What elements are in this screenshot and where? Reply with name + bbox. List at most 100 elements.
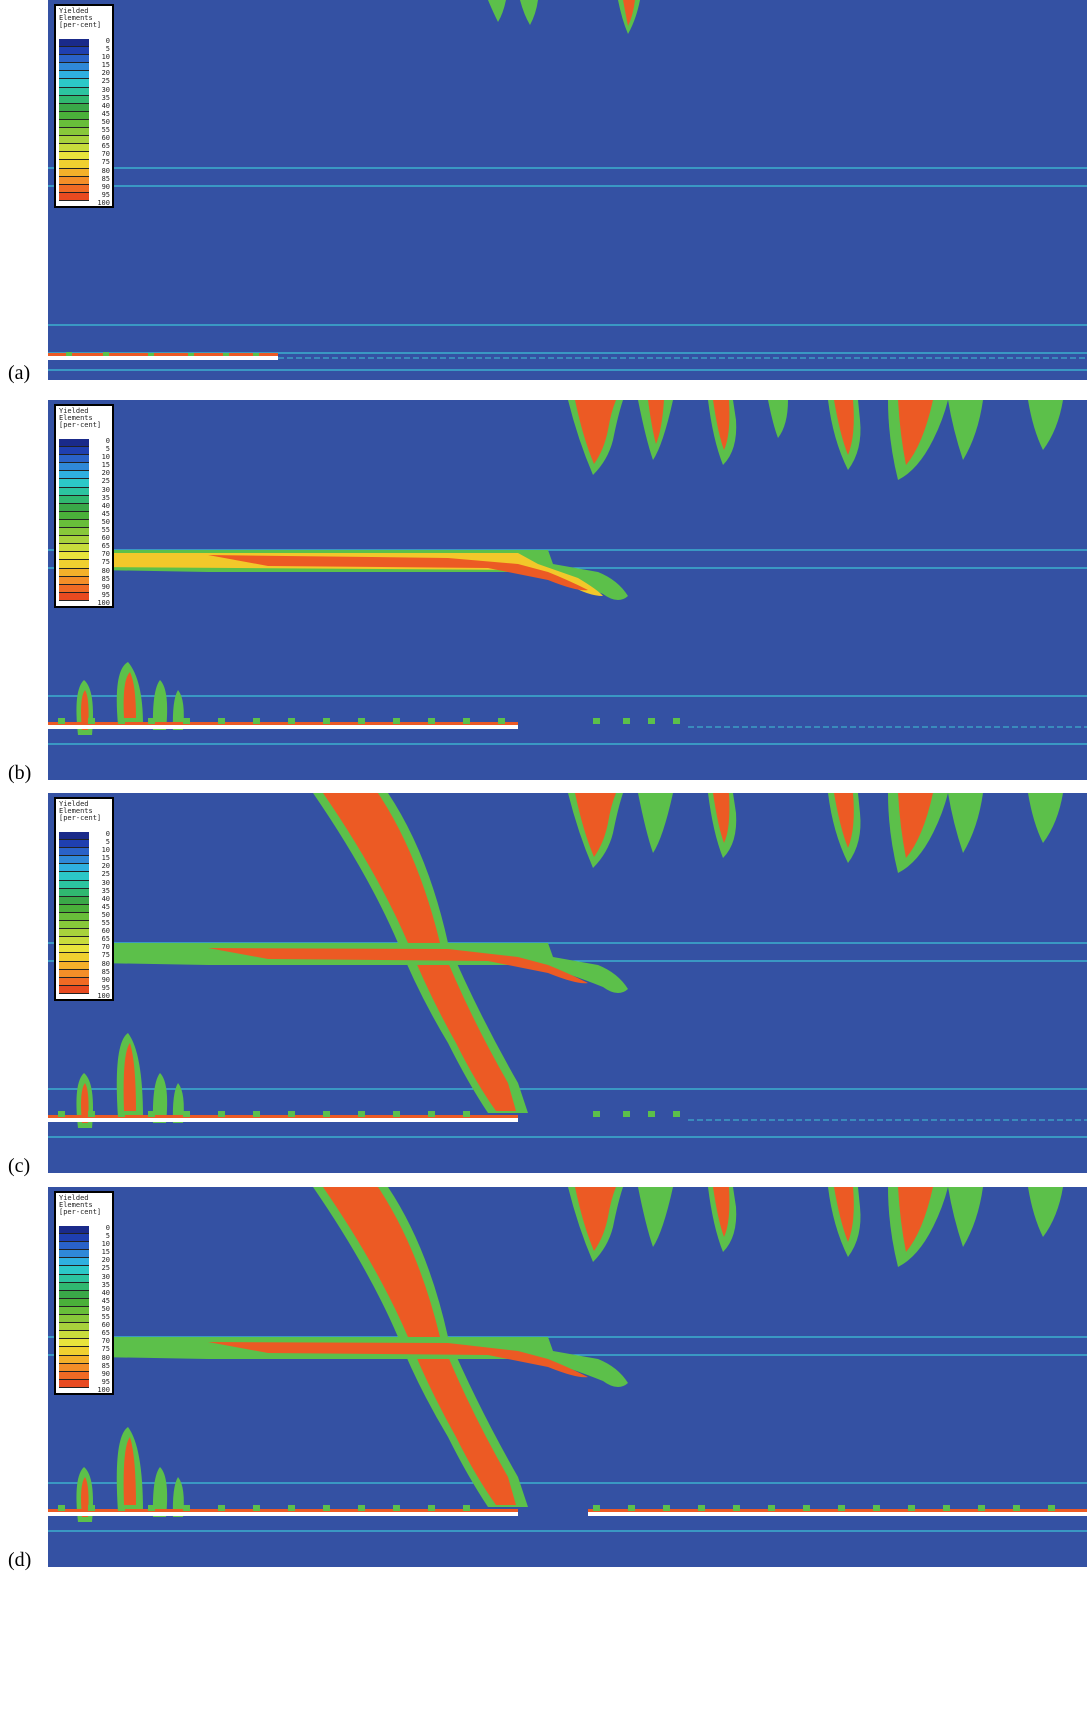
legend-value: 65 — [101, 1329, 110, 1338]
legend-value: 15 — [101, 1248, 110, 1257]
legend-swatch — [59, 1266, 89, 1275]
legend-value: 85 — [101, 967, 110, 976]
legend-swatch — [59, 1347, 89, 1356]
legend-values: 0 5 10 15 20 25 30 35 40 45 50 55 60 65 70 75 80 85 90 95 10… — [90, 830, 110, 1000]
legend-value: 40 — [101, 894, 110, 903]
legend: Yielded Elements [per-cent] 0 5 10 15 20 25 30 35… — [54, 4, 114, 208]
legend-swatch — [59, 880, 89, 889]
legend-value: 80 — [101, 1353, 110, 1362]
legend-swatch — [59, 961, 89, 970]
legend-value: 55 — [101, 1313, 110, 1322]
legend-swatch — [59, 168, 89, 177]
yield-plot-c: Yielded Elements [per-cent] 0 5 10 15 20 25 30 35… — [48, 793, 1087, 1173]
legend-value: 5 — [105, 45, 110, 54]
legend-swatch — [59, 71, 89, 80]
legend-swatch — [59, 79, 89, 88]
panel-label: (c) — [8, 1155, 31, 1177]
legend-value: 55 — [101, 526, 110, 535]
legend-value: 35 — [101, 93, 110, 102]
legend-value: 50 — [101, 517, 110, 526]
legend-swatch — [59, 1379, 89, 1388]
legend-value: 45 — [101, 902, 110, 911]
panel-label: (b) — [8, 762, 32, 784]
yield-contour-c — [48, 793, 1087, 1173]
legend-swatch — [59, 63, 89, 72]
legend-value: 50 — [101, 910, 110, 919]
legend-swatch — [59, 969, 89, 978]
legend-value: 85 — [101, 574, 110, 583]
legend-swatch — [59, 921, 89, 930]
legend-value: 95 — [101, 190, 110, 199]
legend-swatch — [59, 977, 89, 986]
yield-plot-b: Yielded Elements [per-cent] 0 5 10 15 20 25 30 35… — [48, 400, 1087, 780]
legend-swatch — [59, 1298, 89, 1307]
legend-swatch — [59, 144, 89, 153]
legend-swatch — [59, 1355, 89, 1364]
legend-value: 30 — [101, 1272, 110, 1281]
legend-value: 10 — [101, 53, 110, 62]
legend-value: 35 — [101, 493, 110, 502]
legend-swatch — [59, 1315, 89, 1324]
legend: Yielded Elements [per-cent] 0 5 10 15 20 25 30 35… — [54, 404, 114, 608]
legend-value: 55 — [101, 919, 110, 928]
legend-swatch — [59, 560, 89, 569]
legend-swatch — [59, 439, 89, 448]
legend-value: 60 — [101, 1321, 110, 1330]
legend-value: 95 — [101, 590, 110, 599]
yield-plumes — [568, 400, 1063, 480]
legend-swatch — [59, 536, 89, 545]
yield-contour-a — [48, 0, 1087, 380]
legend: Yielded Elements [per-cent] 0 5 10 15 20 25 30 35… — [54, 797, 114, 1001]
panel-c: Yielded Elements [per-cent] 0 5 10 15 20 25 30 35… — [0, 793, 1089, 1193]
legend-swatch — [59, 528, 89, 537]
legend-swatch — [59, 487, 89, 496]
legend-swatch — [59, 904, 89, 913]
panel-a: Yielded Elements [per-cent] 0 5 10 15 20 25 30 35… — [0, 0, 1089, 400]
legend-swatch — [59, 119, 89, 129]
legend-values: 0 5 10 15 20 25 30 35 40 45 50 55 60 65 70 75 80 85 90 95 10… — [90, 437, 110, 607]
legend-swatch — [59, 953, 89, 962]
legend-value: 25 — [101, 870, 110, 879]
legend-swatch — [59, 1331, 89, 1340]
legend-value: 15 — [101, 461, 110, 470]
legend-value: 80 — [101, 166, 110, 175]
legend-value: 20 — [101, 1256, 110, 1265]
legend-swatch — [59, 1371, 89, 1380]
legend-value: 75 — [101, 951, 110, 960]
legend-swatch — [59, 896, 89, 905]
interface-dots — [66, 352, 259, 356]
legend-swatch — [59, 1323, 89, 1332]
yield-zone — [623, 0, 635, 26]
legend-swatch — [59, 1306, 89, 1316]
legend-swatch — [59, 495, 89, 504]
legend-color-bar — [59, 439, 89, 601]
legend-value: 85 — [101, 174, 110, 183]
legend-swatch — [59, 1226, 89, 1235]
legend-swatch — [59, 929, 89, 938]
legend-color-bar — [59, 1226, 89, 1388]
legend-value: 75 — [101, 158, 110, 167]
legend-swatch — [59, 136, 89, 145]
legend-value: 40 — [101, 101, 110, 110]
legend-value: 30 — [101, 85, 110, 94]
yield-zone — [488, 0, 506, 22]
legend-swatch — [59, 503, 89, 512]
legend-swatch — [59, 152, 89, 161]
legend-value: 95 — [101, 1377, 110, 1386]
legend-swatch — [59, 864, 89, 873]
legend-value: 65 — [101, 142, 110, 151]
legend-swatch — [59, 47, 89, 56]
legend-swatch — [59, 840, 89, 849]
legend-value: 50 — [101, 117, 110, 126]
legend-value: 25 — [101, 1264, 110, 1273]
legend-value: 100 — [97, 598, 110, 607]
legend-swatch — [59, 552, 89, 561]
legend-value: 90 — [101, 582, 110, 591]
legend-value: 45 — [101, 109, 110, 118]
legend-swatch — [59, 985, 89, 994]
legend-value: 45 — [101, 509, 110, 518]
legend-value: 70 — [101, 550, 110, 559]
yield-plumes — [568, 1187, 1063, 1267]
legend-value: 100 — [97, 991, 110, 1000]
legend-swatch — [59, 519, 89, 529]
